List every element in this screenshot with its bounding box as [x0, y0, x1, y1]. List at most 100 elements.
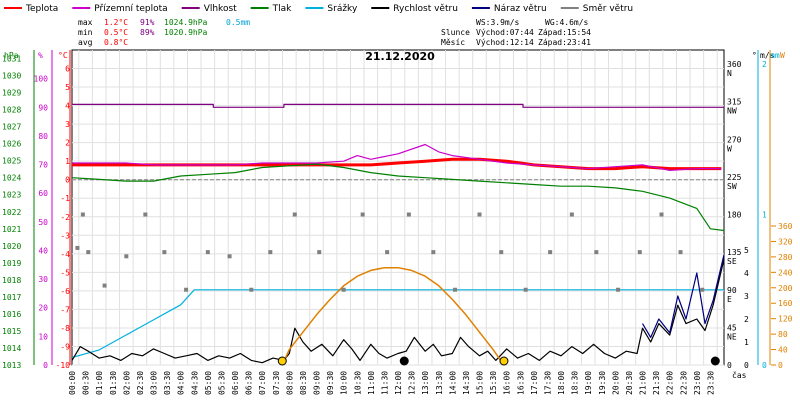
stats-pressure: 1024.9hPa [164, 18, 208, 27]
stats-humidity: 89% [140, 28, 155, 37]
pressure-tick-label: 1014 [2, 344, 21, 353]
x-tick-label: 05:30 [217, 371, 226, 395]
x-tick-label: 01:00 [95, 371, 104, 395]
temperature-tick-label: 0 [65, 176, 70, 185]
series-line-vlhkost [72, 103, 724, 108]
solar-tick-label: 360 [778, 222, 793, 231]
solar-tick-label: 240 [778, 268, 793, 277]
series-line-prizemni-teplota [72, 143, 722, 171]
temperature-tick-label: -7 [60, 305, 70, 314]
wind-direction-point [143, 212, 148, 217]
wind-direction-point [569, 212, 574, 217]
rain-tick-label: 2 [762, 60, 767, 69]
wind-direction-point [292, 212, 297, 217]
pressure-tick-label: 1029 [2, 89, 21, 98]
wind-tick-label: 3 [744, 292, 749, 301]
x-tick-label: 23:30 [706, 371, 715, 395]
temperature-tick-label: 3 [65, 120, 70, 129]
x-tick-label: 00:30 [82, 371, 91, 395]
pressure-tick-label: 1019 [2, 259, 21, 268]
x-tick-label: 00:00 [68, 371, 77, 395]
x-tick-label: 15:00 [476, 371, 485, 395]
wind-direction-point [268, 250, 273, 255]
x-tick-label: 07:00 [258, 371, 267, 395]
wind-direction-point [700, 287, 705, 292]
x-tick-label: 15:30 [489, 371, 498, 395]
humidity-tick-label: 40 [38, 246, 48, 255]
wind-direction-point [162, 250, 167, 255]
humidity-tick-label: 90 [38, 103, 48, 112]
wind-direction-point [616, 287, 621, 292]
pressure-tick-label: 1013 [2, 361, 21, 370]
direction-tick-label: 225 [727, 173, 742, 182]
stats-wind-gust: WG:4.6m/s [545, 18, 589, 27]
stats-label: min [78, 28, 93, 37]
stats-sun-label: Slunce [441, 28, 470, 37]
humidity-tick-label: 0 [43, 361, 48, 370]
x-tick-label: 10:00 [340, 371, 349, 395]
legend-label: Tlak [272, 4, 293, 14]
solar-axis-unit: W [780, 51, 785, 60]
pressure-axis-unit: hPa [4, 51, 19, 60]
x-tick-label: 14:00 [448, 371, 457, 395]
x-tick-label: 04:30 [190, 371, 199, 395]
x-tick-label: 23:00 [693, 371, 702, 395]
wind-direction-point [477, 212, 482, 217]
temperature-tick-label: -2 [60, 213, 70, 222]
compass-label: SE [727, 257, 737, 266]
x-tick-label: 19:30 [598, 371, 607, 395]
x-tick-label: 11:00 [367, 371, 376, 395]
rain-tick-label: 1 [762, 211, 767, 220]
solar-tick-label: 280 [778, 253, 793, 262]
moonrise-marker [399, 356, 409, 366]
x-tick-label: 08:00 [285, 371, 294, 395]
solar-tick-label: 320 [778, 237, 793, 246]
humidity-axis-unit: % [38, 51, 43, 60]
series-line-tlak [71, 163, 725, 232]
temperature-tick-label: -10 [56, 361, 71, 370]
x-tick-label: 08:30 [299, 371, 308, 395]
solar-tick-label: 0 [778, 361, 783, 370]
direction-tick-label: 270 [727, 135, 742, 144]
wind-direction-point [406, 212, 411, 217]
x-tick-label: 07:30 [272, 371, 281, 395]
wind-tick-label: 1 [744, 338, 749, 347]
stats-label: avg [78, 38, 93, 47]
moonset-marker [710, 356, 720, 366]
x-tick-label: 12:00 [394, 371, 403, 395]
solar-tick-label: 80 [778, 330, 788, 339]
wind-direction-point [184, 287, 189, 292]
stats-sunrise: Východ:07:44 [476, 28, 534, 37]
legend-label: Rychlost větru [393, 4, 458, 14]
legend-label: Srážky [327, 4, 358, 14]
wind-direction-point [499, 250, 504, 255]
pressure-tick-label: 1016 [2, 310, 21, 319]
temperature-tick-label: -3 [60, 231, 70, 240]
wind-direction-point [453, 287, 458, 292]
x-tick-label: 01:30 [109, 371, 118, 395]
temperature-tick-label: -8 [60, 324, 70, 333]
wind-direction-point [80, 212, 85, 217]
stats-moonrise: Východ:12:14 [476, 38, 534, 47]
solar-tick-label: 40 [778, 346, 788, 355]
sunrise-marker [277, 356, 287, 366]
x-tick-label: 18:30 [571, 371, 580, 395]
x-tick-label: 06:00 [231, 371, 240, 395]
legend-label: Přízemní teplota [94, 4, 167, 14]
x-tick-label: 20:30 [625, 371, 634, 395]
wind-direction-point [659, 212, 664, 217]
x-tick-label: 02:00 [122, 371, 131, 395]
compass-label: NE [727, 332, 737, 341]
wind-direction-point [86, 250, 91, 255]
x-tick-label: 16:00 [503, 371, 512, 395]
solar-tick-label: 120 [778, 315, 793, 324]
pressure-tick-label: 1025 [2, 157, 21, 166]
pressure-tick-label: 1024 [2, 174, 21, 183]
x-tick-label: 22:30 [679, 371, 688, 395]
wind-direction-point [523, 287, 528, 292]
compass-label: NW [727, 107, 737, 116]
pressure-tick-label: 1017 [2, 293, 21, 302]
stats-wind-speed: WS:3.9m/s [476, 18, 520, 27]
x-tick-label: 06:30 [245, 371, 254, 395]
pressure-tick-label: 1023 [2, 191, 21, 200]
